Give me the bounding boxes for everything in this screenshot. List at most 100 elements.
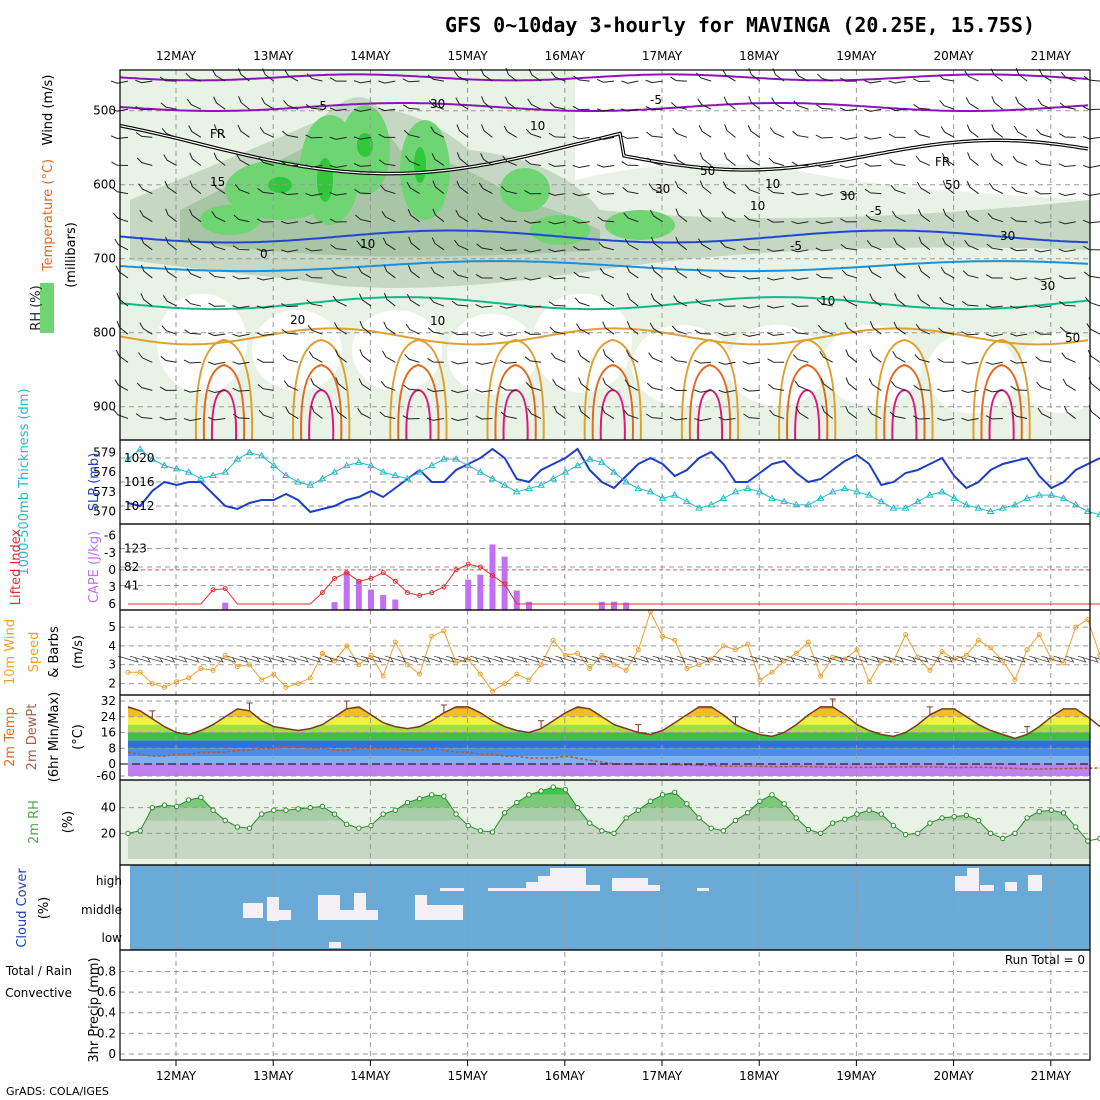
lifted-point [368,575,374,581]
wind-barb [305,193,323,197]
wind-barb [481,96,493,110]
surface-wind-barb [944,655,966,663]
wind-barb [427,74,444,82]
rh-point [1024,815,1030,821]
wind-barb [480,124,493,138]
wind-barb [1038,69,1052,82]
wind-speed-point [611,662,617,668]
wind-barb [694,359,712,364]
surface-wind-barb [445,655,467,663]
wind-speed-point [805,639,811,645]
thickness-point [913,497,922,505]
wind-barb [718,302,736,307]
wind-speed-point [976,637,981,643]
wind-barb [256,305,274,309]
wind-barb [961,300,979,307]
thickness-point [1011,500,1019,508]
wind-barb [670,102,688,110]
wind-speed-point [477,671,483,677]
wind-speed-point [854,647,860,653]
wind-barb [1063,405,1076,419]
wind-barb [916,181,931,195]
thickness-point [136,445,145,452]
wind-barb [305,273,323,279]
wind-barb [894,292,906,307]
surface-wind-barb [1029,655,1051,663]
lifted-point [441,584,447,590]
thickness-point [683,497,691,505]
wind-barb [451,300,469,307]
wind-barb [578,405,591,419]
axis-label-lifted: Lifted Index [9,528,24,605]
surface-wind-barb [409,655,431,663]
contour-label: 10 [820,294,835,308]
rh-point [149,804,156,811]
wind-barb [889,159,906,166]
wind-barb [402,104,420,110]
dry-area [1017,332,1100,414]
wind-barb [1059,326,1076,335]
wind-barb [213,152,226,166]
wind-barb [502,155,517,166]
temp-loop-30 [494,363,537,441]
wind-barb [189,180,202,194]
wind-barb [840,243,858,251]
wind-barb [1011,186,1028,195]
wind-barb [888,107,906,111]
lifted-point [404,590,410,596]
wind-barb [869,293,882,307]
temp-tick: 32 [101,694,116,708]
wind-barb [140,236,153,251]
wind-barb [403,129,420,138]
temp-loop-30 [688,363,732,441]
rh-point [1060,810,1067,816]
wind-barb [791,302,809,308]
rh-point [817,830,824,837]
wind-barb [894,264,906,279]
wind-barb [353,163,372,167]
wind-barb [208,361,226,365]
wind-speed-point [441,628,447,634]
wind-barb [358,293,372,307]
wind-barb [378,107,396,112]
wind-barb [1034,159,1052,166]
wind-barb [213,124,226,138]
lifted-point [380,570,386,576]
wind-barb [380,185,396,195]
wind-barb [305,220,323,225]
wind-barb [815,164,833,168]
wind-barb [815,220,833,225]
date-tick-top: 14MAY [350,49,391,63]
lifted-point [222,586,228,592]
rh-point [757,798,763,804]
cloud-block [538,876,550,891]
lifted-point [502,581,508,587]
surface-wind-barb [202,655,224,663]
wind-speed-point [453,660,459,666]
wind-barb [597,216,615,223]
wind-speed-point [526,677,532,683]
cloud-block [267,897,279,921]
wind-barb [673,295,688,307]
axis-label-millibars: (millibars) [64,222,79,288]
wind-speed-point [733,647,738,653]
wind-barb [329,77,347,82]
wind-barb [914,129,931,138]
wind-barb [451,361,469,365]
surface-wind-barb [810,655,832,663]
wind-barb [405,323,420,335]
rh-legend-swatch [40,283,54,333]
wind-barb [794,70,809,82]
rh-point [1097,835,1100,842]
wind-barb [913,104,930,110]
rh-high-area [200,205,260,235]
wind-barb [477,212,493,223]
wind-barb [115,349,129,363]
rh-point [1036,808,1042,815]
wind-barb [791,328,809,335]
temp-contour-10 [119,260,1089,273]
thickness-point [1096,510,1100,518]
wind-barb [748,96,761,110]
wind-speed-point [562,652,568,658]
wind-barb [1034,304,1052,308]
